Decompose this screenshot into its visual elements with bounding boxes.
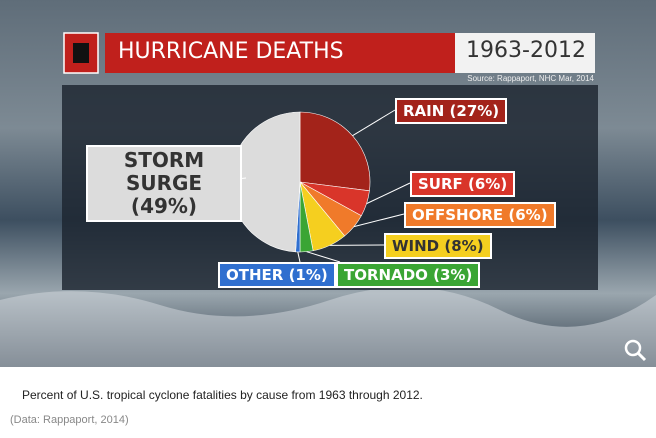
value-label: (6%)	[508, 206, 548, 224]
pie	[229, 109, 411, 263]
slice-label: SURF (6%)	[410, 171, 516, 197]
value-label: (3%)	[433, 266, 473, 284]
value-label: (49%)	[130, 194, 198, 218]
category-label: STORM SURGE	[123, 148, 205, 195]
category-label: OFFSHORE	[412, 206, 504, 224]
value-label: (8%)	[444, 237, 484, 255]
slice-label: WIND (8%)	[384, 233, 492, 259]
credit: (Data: Rappaport, 2014)	[10, 414, 129, 426]
search-icon-handle[interactable]	[636, 351, 647, 362]
category-label: WIND	[392, 237, 440, 255]
leader-line	[297, 251, 301, 263]
value-label: (6%)	[468, 175, 508, 193]
caption: Percent of U.S. tropical cyclone fatalit…	[22, 388, 423, 402]
category-label: SURF	[418, 175, 463, 193]
slice-label: STORM SURGE (49%)	[86, 145, 242, 222]
slice-label: RAIN (27%)	[395, 98, 508, 124]
source: Source: Rappaport, NHC Mar, 2014	[467, 74, 594, 83]
title-bar	[105, 33, 455, 73]
value-label: (27%)	[449, 102, 500, 120]
category-label: TORNADO	[344, 266, 428, 284]
category-label: RAIN	[403, 102, 445, 120]
subtitle-box	[455, 33, 595, 73]
leader-line	[352, 109, 396, 137]
slice-label: OTHER (1%)	[218, 262, 336, 288]
leader-line	[353, 213, 405, 228]
leader-line	[306, 251, 341, 263]
category-label: OTHER	[226, 266, 284, 284]
slice-label: TORNADO (3%)	[336, 262, 481, 288]
value-label: (1%)	[288, 266, 328, 284]
title-icon-inner	[73, 43, 89, 63]
pie-slice	[299, 111, 371, 192]
waves	[0, 287, 656, 367]
chart-title: HURRICANE DEATHS	[118, 39, 344, 64]
slice-label: OFFSHORE (6%)	[404, 202, 556, 228]
chart-subtitle: 1963-2012	[466, 38, 586, 63]
search-icon[interactable]	[624, 339, 642, 357]
leader-line	[366, 182, 411, 205]
